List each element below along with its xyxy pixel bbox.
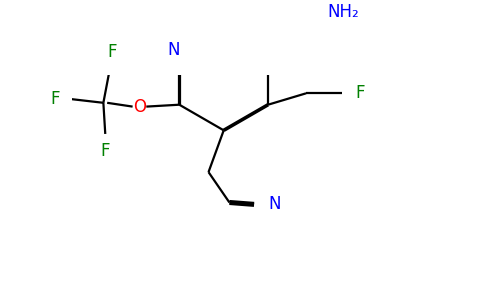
- Text: F: F: [101, 142, 110, 160]
- Text: F: F: [107, 43, 117, 61]
- Text: N: N: [167, 41, 180, 59]
- Text: F: F: [50, 90, 60, 108]
- Text: O: O: [133, 98, 146, 116]
- Text: N: N: [269, 195, 281, 213]
- Text: NH₂: NH₂: [327, 3, 359, 21]
- Text: F: F: [355, 84, 365, 102]
